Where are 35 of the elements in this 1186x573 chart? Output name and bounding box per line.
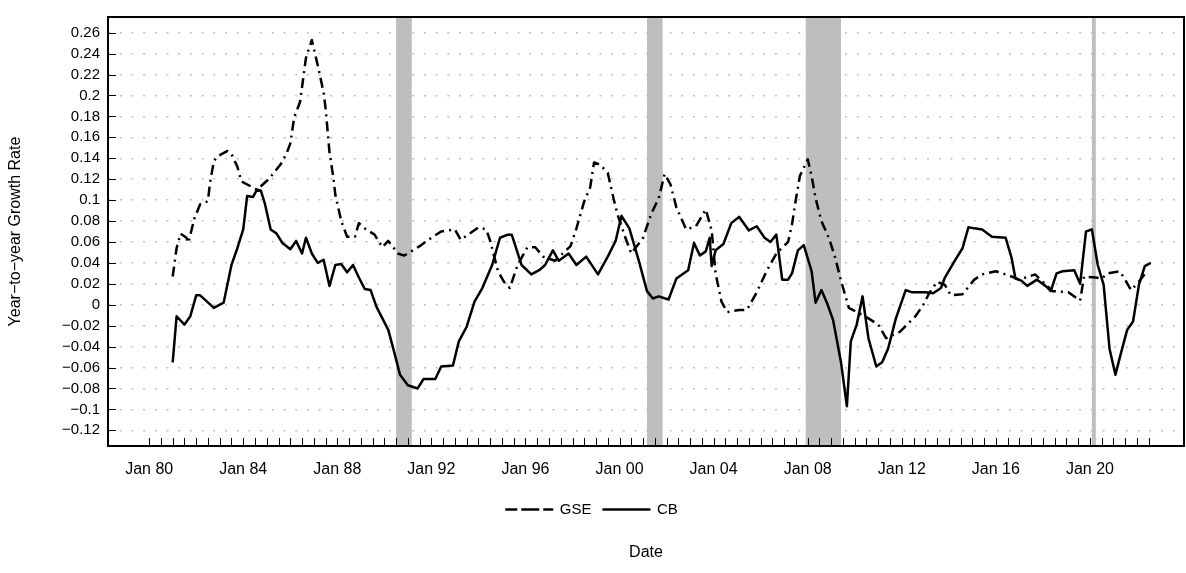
y-tick-label: 0.16 xyxy=(70,127,100,145)
y-tick-label: 0.18 xyxy=(70,106,100,124)
y-tick-label: 0.04 xyxy=(70,253,100,271)
y-tick-label: 0.06 xyxy=(70,232,100,250)
x-axis-title: Date xyxy=(629,543,663,561)
x-tick-label: Jan 88 xyxy=(313,460,362,478)
x-tick-label: Jan 08 xyxy=(783,460,832,478)
y-tick-label: 0.22 xyxy=(70,64,100,82)
y-tick-label: 0.08 xyxy=(70,211,100,229)
y-tick-label: −0.12 xyxy=(62,420,100,438)
y-tick-label: 0 xyxy=(91,294,100,312)
legend-label: GSE xyxy=(559,499,592,517)
x-tick-label: Jan 92 xyxy=(407,460,456,478)
x-tick-label: Jan 20 xyxy=(1065,460,1115,478)
x-tick-label: Jan 12 xyxy=(877,460,926,478)
x-tick-label: Jan 16 xyxy=(971,460,1020,478)
y-tick-label: 0.14 xyxy=(70,148,100,166)
legend-label: CB xyxy=(656,499,678,517)
y-tick-label: 0.1 xyxy=(79,190,100,208)
y-tick-label: −0.04 xyxy=(62,336,100,354)
y-tick-label: −0.08 xyxy=(62,378,100,396)
y-tick-label: 0.12 xyxy=(70,169,100,187)
y-axis-title: Year−to−year Growth Rate xyxy=(6,136,24,327)
x-tick-label: Jan 80 xyxy=(125,460,174,478)
y-tick-label: 0.24 xyxy=(70,43,100,61)
y-tick-label: 0.02 xyxy=(70,273,100,291)
y-tick-label: −0.1 xyxy=(70,399,100,417)
y-tick-label: −0.02 xyxy=(62,315,100,333)
x-tick-label: Jan 84 xyxy=(219,460,268,478)
x-tick-label: Jan 04 xyxy=(689,460,738,478)
x-tick-label: Jan 96 xyxy=(501,460,550,478)
x-tick-label: Jan 00 xyxy=(595,460,644,478)
y-tick-label: 0.26 xyxy=(70,22,100,40)
y-tick-label: −0.06 xyxy=(62,357,100,375)
y-tick-label: 0.2 xyxy=(79,85,100,103)
